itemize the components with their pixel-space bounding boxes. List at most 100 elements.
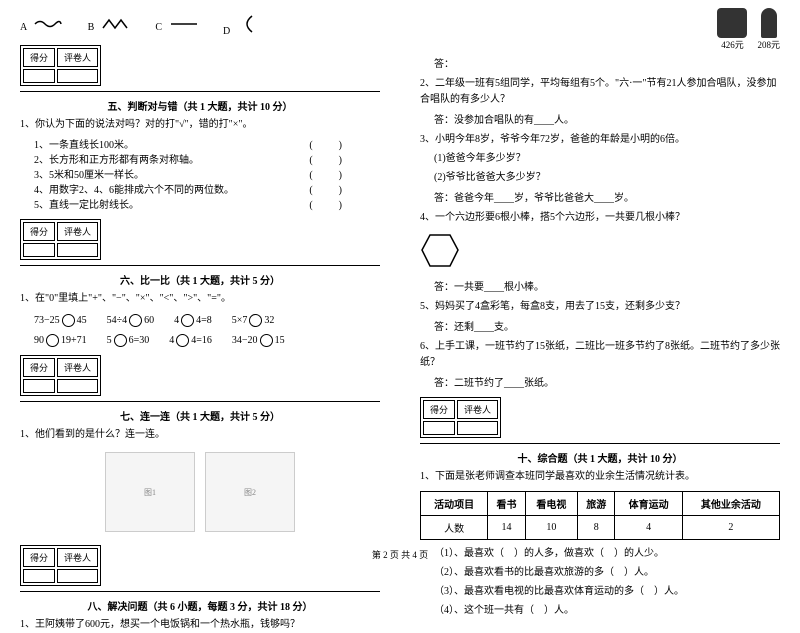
grader-cell[interactable] (57, 69, 98, 83)
fill-circle[interactable] (129, 314, 142, 327)
score-table: 得分评卷人 (420, 397, 501, 438)
illustration-2: 图2 (205, 452, 295, 532)
section7-score: 得分评卷人 (20, 355, 380, 402)
paren[interactable]: ( ) (309, 196, 350, 211)
s8-q1: 1、王阿姨带了600元，想买一个电饭锅和一个热水瓶，钱够吗？ (20, 617, 380, 633)
grader-cell[interactable] (57, 243, 98, 257)
fill-circle[interactable] (114, 334, 127, 347)
section10-title: 十、综合题（共 1 大题，共计 10 分） (420, 450, 780, 465)
section10-score: 得分评卷人 (420, 397, 780, 444)
td-travel: 8 (578, 516, 615, 540)
s5-item3: 3、5米和50厘米一样长。 ( ) (34, 166, 380, 181)
s10-sub2[interactable]: （2）、最喜欢看书的比最喜欢旅游的多（ ）人。 (434, 565, 780, 581)
section8-title: 八、解决问题（共 6 小题，每题 3 分，共计 18 分） (20, 598, 380, 613)
th-other: 其他业余活动 (682, 492, 779, 516)
q5-answer[interactable]: 答：还剩____支。 (434, 318, 780, 333)
product-thermos: 208元 (757, 8, 780, 51)
s6-q1: 1、在"0"里填上"+"、"−"、"×"、"<"、">"、"="。 (20, 291, 380, 307)
score-label: 得分 (423, 400, 455, 419)
q6-answer[interactable]: 答：二班节约了____张纸。 (434, 374, 780, 389)
fill-circle[interactable] (176, 334, 189, 347)
statistics-table: 活动项目 看书 看电视 旅游 体育运动 其他业余活动 人数 14 10 8 4 … (420, 491, 780, 540)
fill-circle[interactable] (46, 334, 59, 347)
s10-sub4[interactable]: （4）、这个班一共有（ ）人。 (434, 603, 780, 619)
choice-c: C (155, 18, 198, 33)
left-column: A B C D 得分评卷人 五、判断对与错（共 1 大题，共计 10 分） (0, 0, 400, 545)
products: 426元 208元 (420, 8, 780, 51)
s5-item2: 2、长方形和正方形都有两条对称轴。 ( ) (34, 151, 380, 166)
th-activity: 活动项目 (421, 492, 488, 516)
s6-row2: 9019+71 56=30 44=16 34−2015 (34, 331, 380, 347)
page-footer: 第 2 页 共 4 页 (0, 548, 800, 561)
score-table: 得分评卷人 (20, 45, 101, 86)
grader-cell[interactable] (57, 379, 98, 393)
illustration-area: 图1 图2 (100, 447, 300, 537)
section6-title: 六、比一比（共 1 大题，共计 5 分） (20, 272, 380, 287)
score-cell[interactable] (23, 569, 55, 583)
q5: 5、妈妈买了4盒彩笔，每盒8支，用去了15支，还剩多少支？ (420, 299, 780, 315)
q3-sub1: (1)爸爸今年多少岁？ (434, 151, 780, 167)
fill-circle[interactable] (260, 334, 273, 347)
fill-circle[interactable] (62, 314, 75, 327)
score-table: 得分评卷人 (20, 219, 101, 260)
right-column: 426元 208元 答： 2、二年级一班有5组同学，平均每组有5个。"六·一"节… (400, 0, 800, 545)
s5-item5-text: 5、直线一定比射线长。 (34, 196, 139, 211)
q3-answer[interactable]: 答：爸爸今年____岁，爷爷比爸爸大____岁。 (434, 189, 780, 204)
q6: 6、上手工课，一班节约了15张纸，二班比一班多节约了8张纸。二班节约了多少张纸？ (420, 339, 780, 371)
paren[interactable]: ( ) (309, 151, 350, 166)
s10-sub3[interactable]: （3）、最喜欢看电视的比最喜欢体育运动的多（ ）人。 (434, 584, 780, 600)
fill-circle[interactable] (249, 314, 262, 327)
choice-a: A (20, 18, 63, 33)
illustration-1: 图1 (105, 452, 195, 532)
grader-label: 评卷人 (57, 48, 98, 67)
score-label: 得分 (23, 222, 55, 241)
q3-sub2: (2)爷爷比爸爸大多少岁？ (434, 170, 780, 186)
paren[interactable]: ( ) (309, 136, 350, 151)
choice-c-label: C (155, 22, 164, 33)
section5-score: 得分评卷人 (20, 45, 380, 92)
score-cell[interactable] (423, 421, 455, 435)
q4-answer[interactable]: 答：一共要____根小棒。 (434, 278, 780, 293)
score-label: 得分 (23, 48, 55, 67)
q1-answer[interactable]: 答： (434, 55, 780, 70)
td-reading: 14 (488, 516, 525, 540)
product-cooker: 426元 (717, 8, 747, 51)
s5-item2-text: 2、长方形和正方形都有两条对称轴。 (34, 151, 199, 166)
choice-a-label: A (20, 22, 29, 33)
s5-item5: 5、直线一定比射线长。 ( ) (34, 196, 380, 211)
s5-item4: 4、用数字2、4、6能排成六个不同的两位数。( ) (34, 181, 380, 196)
grader-label: 评卷人 (457, 400, 498, 419)
s5-item3-text: 3、5米和50厘米一样长。 (34, 166, 144, 181)
table-header-row: 活动项目 看书 看电视 旅游 体育运动 其他业余活动 (421, 492, 780, 516)
s5-q1: 1、你认为下面的说法对吗？对的打"√"，错的打"×"。 (20, 117, 380, 133)
th-tv: 看电视 (525, 492, 577, 516)
wave-icon (33, 18, 63, 30)
score-cell[interactable] (23, 69, 55, 83)
choice-d-label: D (223, 26, 232, 37)
q2-answer[interactable]: 答：没参加合唱队的有____人。 (434, 111, 780, 126)
thermos-icon (761, 8, 777, 38)
s7-q1: 1、他们看到的是什么？连一连。 (20, 427, 380, 443)
s6-row1: 73−2545 54÷460 44=8 5×732 (34, 311, 380, 327)
grader-cell[interactable] (57, 569, 98, 583)
hexagon-icon (420, 233, 460, 268)
grader-cell[interactable] (457, 421, 498, 435)
section7-title: 七、连一连（共 1 大题，共计 5 分） (20, 408, 380, 423)
zigzag-icon (101, 18, 131, 30)
paren[interactable]: ( ) (309, 181, 350, 196)
score-cell[interactable] (23, 243, 55, 257)
s5-item1-text: 1、一条直线长100米。 (34, 136, 134, 151)
cooker-icon (717, 8, 747, 38)
paren[interactable]: ( ) (309, 166, 350, 181)
s5-item1: 1、一条直线长100米。 ( ) (34, 136, 380, 151)
cooker-price: 426元 (717, 38, 747, 51)
q2: 2、二年级一班有5组同学，平均每组有5个。"六·一"节有21人参加合唱队，没参加… (420, 76, 780, 108)
section6-score: 得分评卷人 (20, 219, 380, 266)
arc-icon (237, 14, 257, 34)
q3: 3、小明今年8岁，爷爷今年72岁，爸爸的年龄是小明的6倍。 (420, 132, 780, 148)
score-cell[interactable] (23, 379, 55, 393)
td-sports: 4 (615, 516, 682, 540)
choice-d: D (223, 14, 257, 37)
fill-circle[interactable] (181, 314, 194, 327)
score-table: 得分评卷人 (20, 355, 101, 396)
